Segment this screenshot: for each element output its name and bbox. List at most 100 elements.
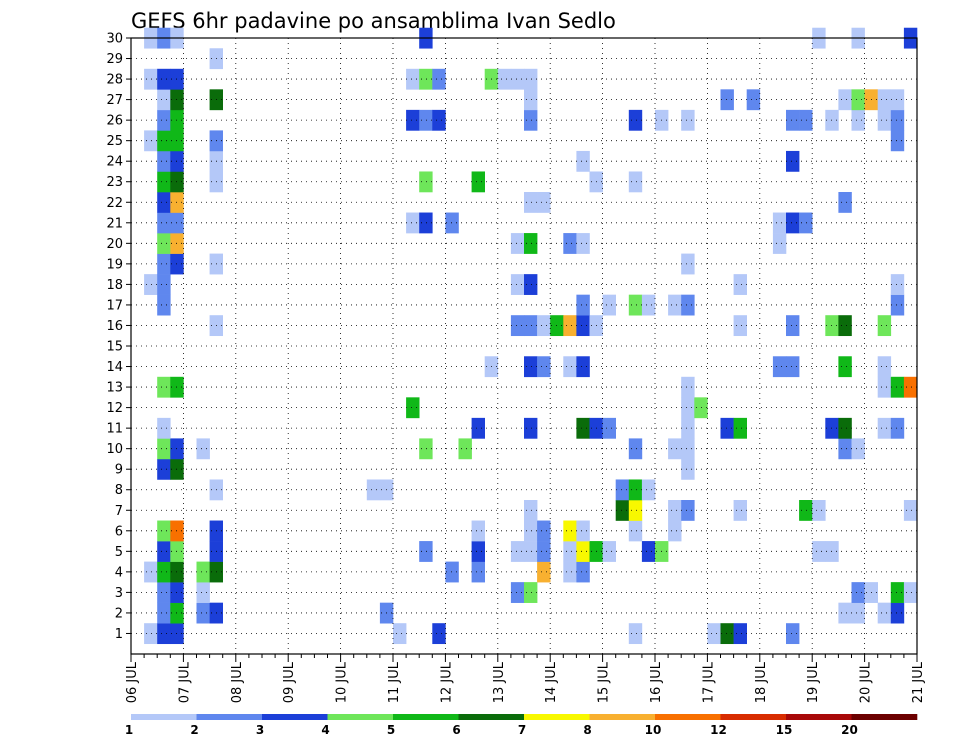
x-tick-label: 07 JUL [177,661,192,703]
heatmap-cell [851,109,865,131]
y-tick-label: 9 [115,463,123,478]
colorbar-swatch [589,714,656,720]
x-tick-label: 11 JUL [387,661,402,703]
heatmap-cell [157,274,171,295]
heatmap-cell [733,500,747,521]
heatmap-cell [524,233,538,254]
heatmap-cell [510,233,525,254]
heatmap-cell [576,520,590,542]
heatmap-cell [838,356,852,378]
heatmap-cells [144,27,918,645]
y-tick-label: 28 [106,73,123,88]
heatmap-cell [537,541,551,562]
x-tick-label: 08 JUL [230,661,245,703]
heatmap-cell [851,89,865,111]
colorbar-label: 2 [190,723,198,737]
heatmap-cell [628,294,643,316]
heatmap-cell [524,315,538,337]
heatmap-cell [524,417,538,439]
heatmap-cell [681,458,695,480]
colorbar-label: 12 [710,723,727,737]
heatmap-cell [524,109,538,131]
y-tick-label: 21 [106,216,123,231]
heatmap-cell [877,602,892,624]
heatmap-cell [602,294,616,316]
heatmap-cell [851,602,865,624]
x-tick-label: 19 JUL [806,661,821,703]
heatmap-cell [157,582,171,603]
colorbar-swatch [851,714,918,720]
x-tick-label: 16 JUL [649,661,664,703]
heatmap-cell [406,109,420,131]
heatmap-cell [406,212,420,234]
heatmap-cell [838,315,852,337]
y-tick-label: 18 [106,278,123,293]
heatmap-cell [890,376,905,398]
heatmap-cell [537,356,551,378]
heatmap-cell [157,109,171,131]
x-axis: 06 JUL 07 JUL 08 JUL 09 JUL 10 JUL 11 JUL 12 J… [125,654,926,703]
heatmap-cell [838,602,852,624]
heatmap-cell [157,458,171,480]
x-tick-label: 17 JUL [701,661,716,703]
y-tick-label: 23 [106,175,123,190]
heatmap-cell [432,109,446,131]
heatmap-cell [524,192,538,213]
x-tick-label: 20 JUL [859,661,874,703]
heatmap-cell [144,68,158,90]
heatmap-cell [576,150,590,172]
heatmap-cell [196,602,210,624]
heatmap-cell [681,253,695,275]
heatmap-cell [419,68,433,90]
heatmap-cell [668,438,682,460]
heatmap-cell [524,68,538,90]
y-tick-label: 25 [106,134,123,149]
colorbar-label: 15 [776,723,793,737]
heatmap-cell [668,520,682,542]
heatmap-cell [720,89,734,111]
heatmap-cell [537,192,551,213]
heatmap-cell [576,561,590,583]
heatmap-cell [786,356,800,378]
heatmap-cell [890,582,905,603]
heatmap-cell [681,417,695,439]
heatmap-cell [196,438,210,460]
heatmap-cell [733,623,747,645]
heatmap-cell [890,130,905,152]
y-tick-label: 1 [115,627,123,642]
colorbar-label: 1 [125,723,133,737]
y-tick-label: 8 [115,483,123,498]
heatmap-cell [628,171,643,193]
heatmap-cell [772,356,787,378]
heatmap-cell [786,212,800,234]
y-tick-label: 19 [106,257,123,272]
colorbar-label: 4 [321,723,329,737]
heatmap-cell [510,541,525,562]
colorbar-swatch [524,714,590,720]
heatmap-cell [838,89,852,111]
y-tick-label: 6 [115,524,123,539]
heatmap-cell [537,561,551,583]
y-axis: 1234567891011121314151617181920212223242… [106,32,131,642]
heatmap-cell [471,520,485,542]
heatmap-cell [903,376,918,398]
heatmap-cell [799,500,813,521]
y-tick-label: 4 [115,565,123,580]
heatmap-cell [576,356,590,378]
colorbar-swatch [393,714,459,720]
colorbar-swatch [458,714,525,720]
heatmap-cell [144,130,158,152]
y-tick-label: 16 [106,319,123,334]
heatmap-cell [471,561,485,583]
colorbar-swatch [786,714,852,720]
heatmap-cell [576,541,590,562]
heatmap-cell [537,315,551,337]
y-tick-label: 14 [106,360,123,375]
heatmap-cell [877,315,892,337]
heatmap-cell [419,109,433,131]
heatmap-cell [641,541,656,562]
x-tick-label: 14 JUL [544,661,559,703]
colorbar-swatch [131,714,197,720]
heatmap-cell [799,109,813,131]
heatmap-cell [157,294,171,316]
